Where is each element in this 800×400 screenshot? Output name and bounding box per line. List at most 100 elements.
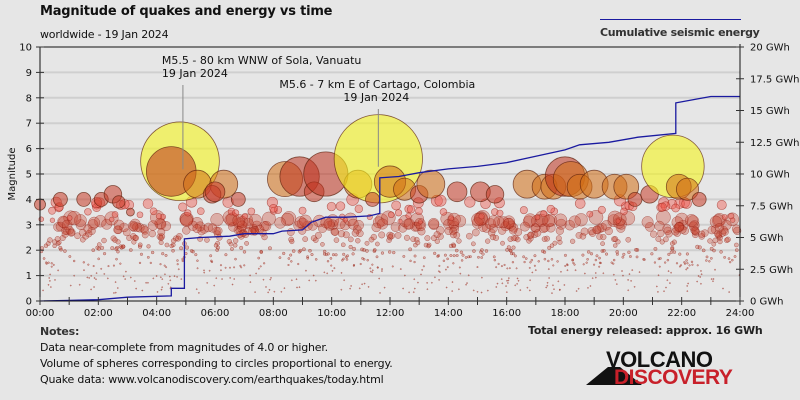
quake-point: [446, 257, 449, 261]
quake-point: [679, 264, 683, 267]
quake-point: [126, 207, 135, 217]
quake-point: [700, 282, 702, 285]
quake-point: [361, 283, 364, 286]
quake-point: [615, 218, 621, 224]
quake-point: [503, 263, 506, 267]
quake-point: [516, 282, 518, 285]
quake-point: [417, 227, 426, 236]
quake-point: [262, 262, 266, 265]
quake-point: [50, 262, 53, 265]
quake-point: [378, 277, 381, 280]
quake-point: [575, 290, 578, 292]
quake-point: [575, 232, 583, 239]
quake-point: [340, 242, 346, 248]
quake-point: [697, 275, 700, 277]
quake-point: [511, 261, 515, 264]
quake-point: [628, 273, 631, 275]
quake-point: [581, 253, 585, 257]
quake-point: [331, 228, 340, 236]
x-tick-label: 16:00: [492, 308, 521, 319]
quake-point: [430, 281, 433, 284]
quake-point: [533, 264, 536, 267]
quake-point: [573, 263, 576, 266]
quake-point: [148, 230, 156, 238]
quake-point: [242, 250, 247, 254]
quake-point: [691, 226, 700, 235]
y2-tick-label: 5 GWh: [750, 233, 784, 244]
quake-point: [437, 233, 444, 240]
quake-point: [106, 277, 109, 280]
quake-point: [719, 250, 723, 254]
quake-point: [76, 191, 92, 207]
quake-point: [155, 275, 158, 277]
quake-point: [574, 269, 577, 272]
quake-point: [161, 286, 164, 289]
quake-point: [154, 217, 166, 230]
quake-point: [495, 286, 498, 288]
quake-point: [528, 289, 531, 292]
quake-point: [541, 236, 548, 243]
quake-point: [666, 258, 670, 262]
quake-point: [259, 250, 264, 254]
quake-point: [113, 219, 125, 231]
quake-point: [669, 241, 675, 247]
quake-point: [477, 255, 480, 259]
quake-point: [403, 218, 415, 230]
quake-point: [96, 246, 101, 251]
quake-point: [529, 261, 532, 264]
quake-point: [406, 205, 416, 214]
quake-point: [54, 279, 56, 281]
quake-point: [314, 231, 322, 239]
annotation-date: 19 Jan 2024: [343, 91, 409, 104]
quake-point: [340, 288, 343, 291]
quake-point: [331, 269, 334, 272]
quake-point: [700, 270, 702, 272]
quake-point: [594, 272, 597, 274]
quake-point: [434, 276, 436, 279]
quake-point: [197, 227, 206, 236]
quake-point: [514, 236, 521, 243]
quake-point: [551, 292, 553, 295]
quake-point: [663, 261, 667, 264]
quake-point: [610, 261, 613, 264]
quake-point: [116, 249, 120, 254]
quake-point: [594, 258, 598, 262]
y-tick-label: 9: [26, 68, 32, 79]
quake-point: [464, 256, 468, 259]
quake-point: [255, 272, 257, 275]
quake-point: [351, 229, 360, 237]
quake-point: [448, 215, 454, 222]
quake-point: [527, 232, 534, 239]
quake-point: [161, 278, 164, 281]
quake-point: [537, 260, 540, 263]
quake-point: [627, 279, 629, 281]
quake-point: [471, 212, 485, 227]
quake-point: [466, 232, 473, 240]
quake-point: [540, 210, 548, 218]
quake-point: [458, 288, 460, 291]
quake-point: [241, 213, 248, 220]
quake-point: [82, 261, 85, 264]
quake-point: [156, 291, 159, 293]
quake-point: [728, 260, 732, 264]
quake-point: [84, 208, 92, 216]
quake-point: [66, 215, 73, 221]
quake-point: [259, 221, 270, 232]
quake-point: [371, 271, 374, 274]
x-tick-label: 24:00: [726, 308, 755, 319]
volcanodiscovery-logo[interactable]: VOLCANO DISCOVERY: [586, 347, 766, 392]
quake-point: [102, 252, 107, 256]
quake-point: [342, 231, 350, 239]
quake-point: [234, 257, 237, 261]
quake-point: [101, 218, 113, 230]
quake-point: [114, 291, 117, 294]
quake-point: [552, 264, 555, 267]
quake-point: [121, 244, 126, 249]
quake-point: [112, 195, 126, 209]
quake-point: [408, 291, 410, 294]
quake-point: [507, 279, 510, 282]
quake-point: [95, 278, 97, 281]
quake-point: [180, 278, 183, 280]
quake-point: [503, 217, 515, 230]
quake-point: [278, 256, 282, 260]
